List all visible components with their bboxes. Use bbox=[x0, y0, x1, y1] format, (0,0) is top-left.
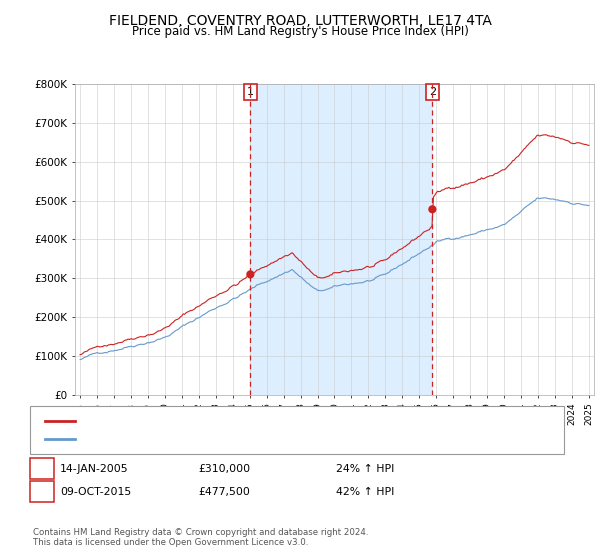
Text: Price paid vs. HM Land Registry's House Price Index (HPI): Price paid vs. HM Land Registry's House … bbox=[131, 25, 469, 38]
Text: 24% ↑ HPI: 24% ↑ HPI bbox=[336, 464, 394, 474]
Text: 1: 1 bbox=[247, 87, 254, 97]
Text: 2: 2 bbox=[429, 87, 436, 97]
Text: 1: 1 bbox=[38, 464, 46, 474]
Text: 42% ↑ HPI: 42% ↑ HPI bbox=[336, 487, 394, 497]
Text: £310,000: £310,000 bbox=[198, 464, 250, 474]
Text: 14-JAN-2005: 14-JAN-2005 bbox=[60, 464, 128, 474]
Text: 09-OCT-2015: 09-OCT-2015 bbox=[60, 487, 131, 497]
Text: 2: 2 bbox=[38, 487, 46, 497]
Point bbox=[245, 270, 255, 279]
Text: FIELDEND, COVENTRY ROAD, LUTTERWORTH, LE17 4TA (detached house): FIELDEND, COVENTRY ROAD, LUTTERWORTH, LE… bbox=[81, 417, 446, 426]
Point bbox=[428, 205, 437, 214]
Text: Contains HM Land Registry data © Crown copyright and database right 2024.
This d: Contains HM Land Registry data © Crown c… bbox=[33, 528, 368, 547]
Text: HPI: Average price, detached house, Harborough: HPI: Average price, detached house, Harb… bbox=[81, 434, 325, 444]
Text: FIELDEND, COVENTRY ROAD, LUTTERWORTH, LE17 4TA: FIELDEND, COVENTRY ROAD, LUTTERWORTH, LE… bbox=[109, 14, 491, 28]
Bar bbox=[250, 84, 433, 395]
Text: £477,500: £477,500 bbox=[198, 487, 250, 497]
